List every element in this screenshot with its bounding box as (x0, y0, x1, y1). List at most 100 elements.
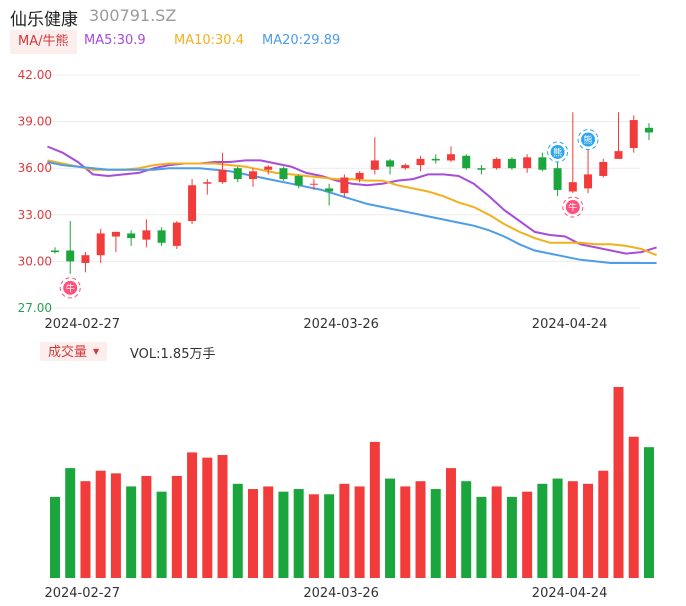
bull-marker-glyph: 牛 (66, 282, 75, 294)
volume-bar (537, 483, 548, 578)
volume-bar (522, 491, 533, 578)
volume-bar (95, 470, 106, 578)
price-tick-label: 42.00 (18, 68, 52, 82)
date-tick-label: 2024-04-24 (532, 586, 608, 601)
volume-bar (643, 447, 654, 578)
volume-bar (369, 441, 380, 578)
candle-body (355, 172, 364, 180)
volume-bar (247, 489, 258, 578)
volume-bar (156, 491, 167, 578)
candle-body (431, 158, 440, 161)
candle-body (644, 127, 653, 133)
price-tick-label: 36.00 (18, 161, 52, 175)
volume-bar (65, 468, 76, 578)
bull-marker (565, 200, 580, 215)
volume-bar (308, 494, 319, 578)
candle-body (248, 171, 257, 180)
candle-body (553, 168, 562, 190)
bull-marker (63, 280, 78, 295)
bear-marker-ring (547, 141, 569, 163)
volume-bar (293, 489, 304, 578)
bear-marker-glyph: 熊 (553, 146, 562, 158)
volume-bar (476, 496, 487, 578)
candle-body (507, 158, 516, 169)
volume-bar (187, 452, 198, 578)
candle-body (81, 255, 90, 263)
candle-body (203, 182, 212, 184)
candle-body (614, 151, 623, 159)
stock-code: 300791.SZ (89, 6, 177, 25)
volume-bar (50, 496, 60, 578)
chevron-down-icon: ▼ (93, 347, 100, 356)
bear-marker-ring (577, 129, 599, 151)
volume-bar (506, 496, 517, 578)
candle-body (538, 157, 547, 170)
candle-body (446, 154, 455, 161)
volume-toggle-button[interactable]: 成交量 ▼ (40, 342, 108, 361)
volume-bar (217, 455, 228, 578)
candle-body (523, 157, 532, 169)
volume-bar (583, 483, 594, 578)
candle-body (462, 155, 471, 169)
volume-bar (80, 481, 91, 578)
candle-body (127, 233, 136, 239)
date-tick-label: 2024-03-26 (303, 317, 379, 332)
date-tick-label: 2024-02-27 (44, 317, 120, 332)
date-tick-label: 2024-03-26 (303, 586, 379, 601)
candle-body (96, 233, 105, 256)
volume-readout: VOL:1.85万手 (130, 347, 216, 362)
candle-body (188, 185, 197, 222)
candle-body (294, 175, 303, 186)
volume-bar (126, 486, 137, 578)
candle-body (51, 250, 59, 253)
volume-bar (415, 481, 426, 578)
volume-bar (628, 436, 639, 578)
volume-bar (202, 457, 213, 578)
candle-body (309, 183, 318, 185)
volume-bar (385, 478, 396, 578)
candle-body (599, 161, 608, 176)
date-tick-label: 2024-02-27 (44, 586, 120, 601)
volume-bar (445, 468, 456, 578)
volume-bar (552, 478, 563, 578)
date-tick-label: 2024-04-24 (532, 317, 608, 332)
candle-body (325, 188, 334, 192)
candle-body (157, 230, 166, 243)
price-tick-label: 33.00 (18, 208, 52, 222)
candle-body (401, 165, 410, 169)
bear-marker-glyph: 熊 (584, 134, 593, 146)
candle-body (568, 182, 577, 192)
candle-body (142, 230, 151, 240)
volume-bar (339, 483, 350, 578)
price-tick-label: 27.00 (18, 301, 52, 315)
price-tick-label: 39.00 (18, 115, 52, 129)
candle-body (340, 177, 349, 194)
volume-bar (171, 475, 182, 578)
candle-body (66, 250, 75, 262)
candle-body (629, 120, 638, 149)
ma20-line (47, 161, 657, 264)
bull-marker-glyph: 牛 (568, 202, 577, 214)
volume-bar (400, 486, 411, 578)
volume-bar (110, 473, 121, 578)
volume-bar (461, 481, 472, 578)
volume-bar (263, 486, 274, 578)
candle-body (233, 168, 242, 180)
candle-body (386, 160, 395, 167)
volume-bar (430, 489, 441, 578)
ma-toggle-button[interactable]: MA/牛熊 (10, 30, 77, 54)
ma10-line (47, 159, 657, 257)
candle-body (264, 166, 273, 170)
candle-body (477, 168, 486, 170)
volume-bar (598, 470, 609, 578)
volume-bar (232, 483, 243, 578)
volume-bar (278, 491, 289, 578)
stock-name: 仙乐健康 (10, 10, 78, 30)
volume-bar (354, 486, 365, 578)
bull-marker-ring (59, 277, 81, 299)
volume-bar (613, 387, 624, 578)
ma5-label: MA5:30.9 (84, 33, 146, 48)
price-tick-label: 30.00 (18, 254, 52, 268)
candle-body (218, 169, 227, 183)
